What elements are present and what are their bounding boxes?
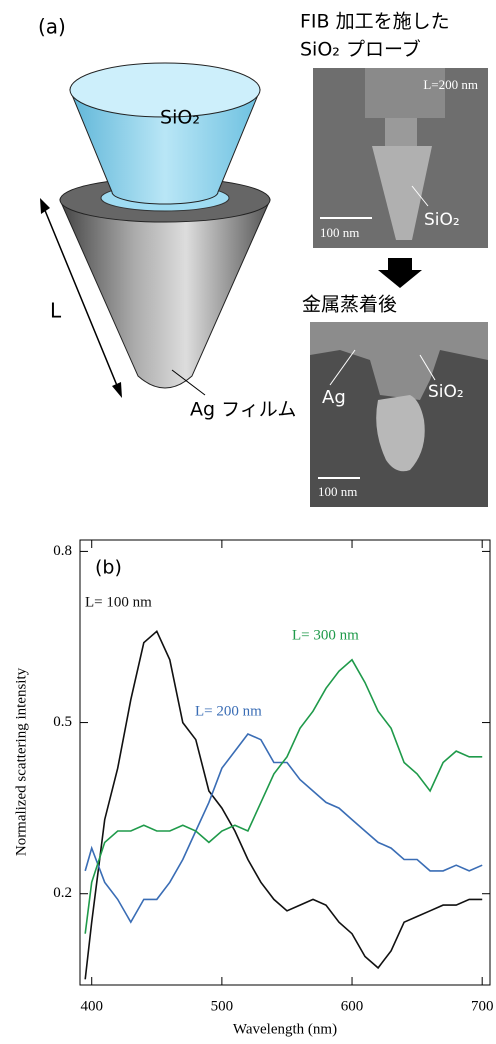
arrow <box>378 258 422 288</box>
series-label: L= 300 nm <box>292 627 359 643</box>
scale-label: 100 nm <box>318 484 357 499</box>
core-label: SiO₂ <box>160 107 200 129</box>
length-label: L <box>50 299 62 323</box>
sem-image-after <box>310 322 488 507</box>
sem-film: Ag <box>322 387 346 408</box>
sem-core: SiO₂ <box>424 210 460 230</box>
panel-label: (a) <box>38 15 66 39</box>
y-tick-label: 0.2 <box>53 885 72 901</box>
series-line <box>85 660 482 934</box>
x-axis-label: Wavelength (nm) <box>233 1021 337 1037</box>
x-tick-label: 600 <box>341 998 364 1014</box>
sem-length: L=200 nm <box>423 77 478 92</box>
series-label: L= 100 nm <box>85 594 152 610</box>
y-tick-label: 0.5 <box>53 714 72 730</box>
figure: (a) SiO₂ L Ag フィルム FIB 加工を施した SiO₂ プローブ … <box>0 0 496 1044</box>
sem-title: SiO₂ プローブ <box>300 38 421 61</box>
y-axis-label: Normalized scattering intensity <box>13 667 29 856</box>
series-line <box>85 631 482 979</box>
cone-diagram <box>40 63 270 398</box>
y-tick-label: 0.8 <box>53 543 72 559</box>
sem-core: SiO₂ <box>428 382 464 402</box>
sem-image-before <box>313 68 488 248</box>
x-tick-label: 700 <box>471 998 494 1014</box>
step-label: 金属蒸着後 <box>302 294 397 316</box>
x-tick-label: 500 <box>211 998 234 1014</box>
scale-label: 100 nm <box>320 225 359 240</box>
film-label: Ag フィルム <box>190 399 296 421</box>
panel-label: (b) <box>95 557 122 579</box>
series-label: L= 200 nm <box>195 703 262 719</box>
x-tick-label: 400 <box>80 998 103 1014</box>
sem-title: FIB 加工を施した <box>300 11 450 33</box>
